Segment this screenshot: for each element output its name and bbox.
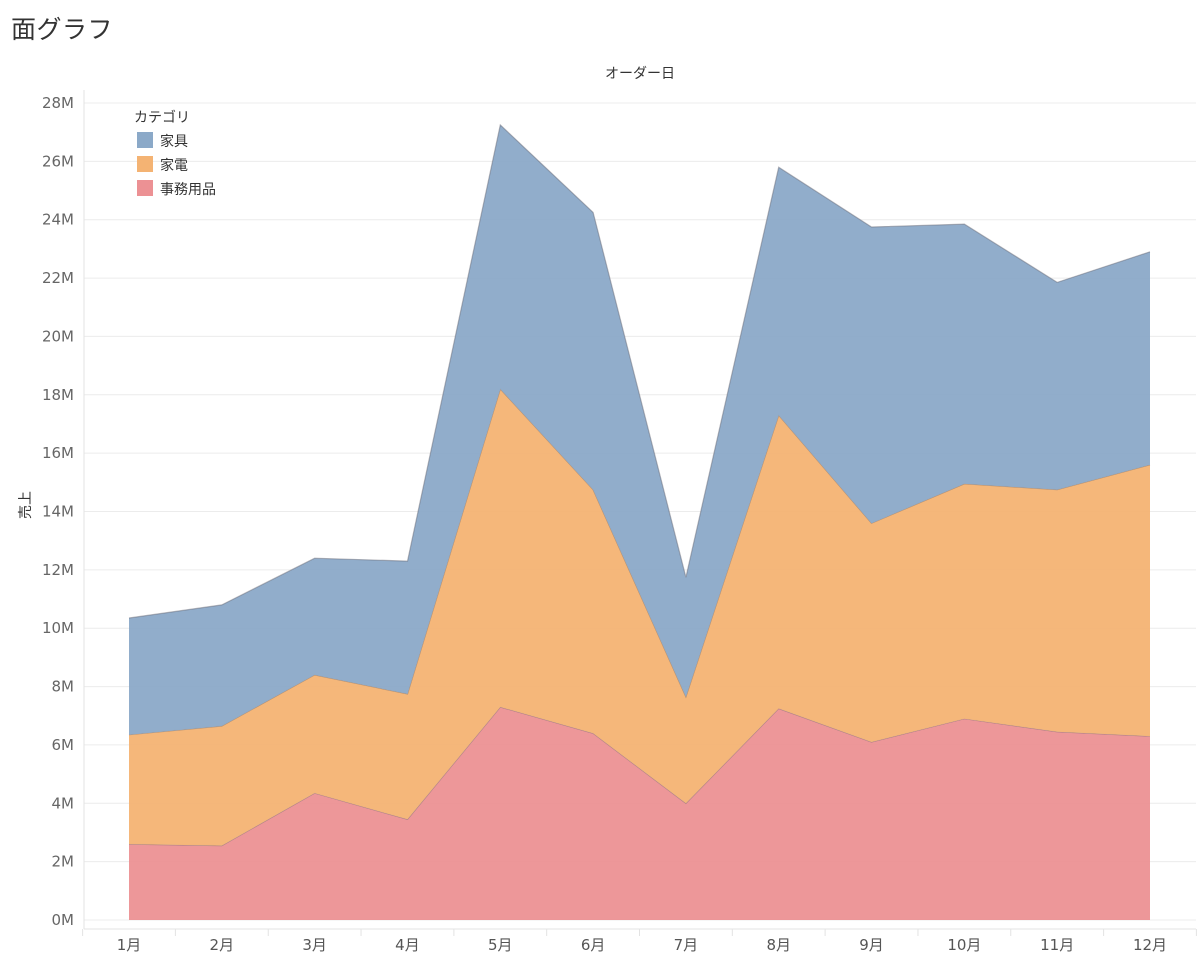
x-tick-label: 11月 [1040,936,1074,954]
legend-swatch[interactable] [137,180,153,196]
x-tick-label: 9月 [859,936,884,954]
axes: 0M 2M 4M 6M 8M 10M 12M 14M 16M 18M 20M 22M 24M 26M 28M… [42,90,1197,954]
x-tick-label: 4月 [395,936,420,954]
legend-title: カテゴリ [134,109,190,126]
column-header: オーダー日 [605,66,675,82]
y-tick-label: 10M [42,619,74,637]
y-tick-label: 4M [52,794,75,812]
x-tick-label: 7月 [674,936,699,954]
x-tick-label: 1月 [117,936,142,954]
y-tick-label: 6M [52,736,75,754]
y-tick-label: 16M [42,444,74,462]
x-tick-label: 12月 [1133,936,1167,954]
y-tick-label: 28M [42,94,74,112]
legend-swatch[interactable] [137,132,153,148]
x-tick-label: 8月 [766,936,791,954]
y-tick-label: 14M [42,503,74,521]
page-title: 面グラフ [11,15,114,44]
area-家電[interactable] [129,389,1150,846]
y-axis-title: 売上 [18,491,34,519]
x-tick-label: 10月 [947,936,981,954]
x-tick-label: 3月 [302,936,327,954]
area-家具[interactable] [129,124,1150,735]
x-tick-label: 6月 [581,936,606,954]
y-tick-label: 18M [42,386,74,404]
y-tick-label: 12M [42,561,74,579]
y-tick-label: 0M [52,911,75,929]
legend-label[interactable]: 家電 [160,157,188,174]
y-tick-label: 2M [52,853,75,871]
area-edge-家具 [128,123,1151,619]
x-tick-label: 5月 [488,936,513,954]
area-series [128,123,1151,920]
x-tick-label: 2月 [210,936,235,954]
area-事務用品[interactable] [129,707,1150,920]
y-tick-label: 22M [42,269,74,287]
y-tick-label: 26M [42,152,74,170]
y-tick-label: 20M [42,327,74,345]
legend-label[interactable]: 事務用品 [160,182,216,198]
legend-label[interactable]: 家具 [160,133,188,150]
y-tick-label: 24M [42,211,74,229]
legend-swatch[interactable] [137,156,153,172]
y-tick-label: 8M [52,678,75,696]
